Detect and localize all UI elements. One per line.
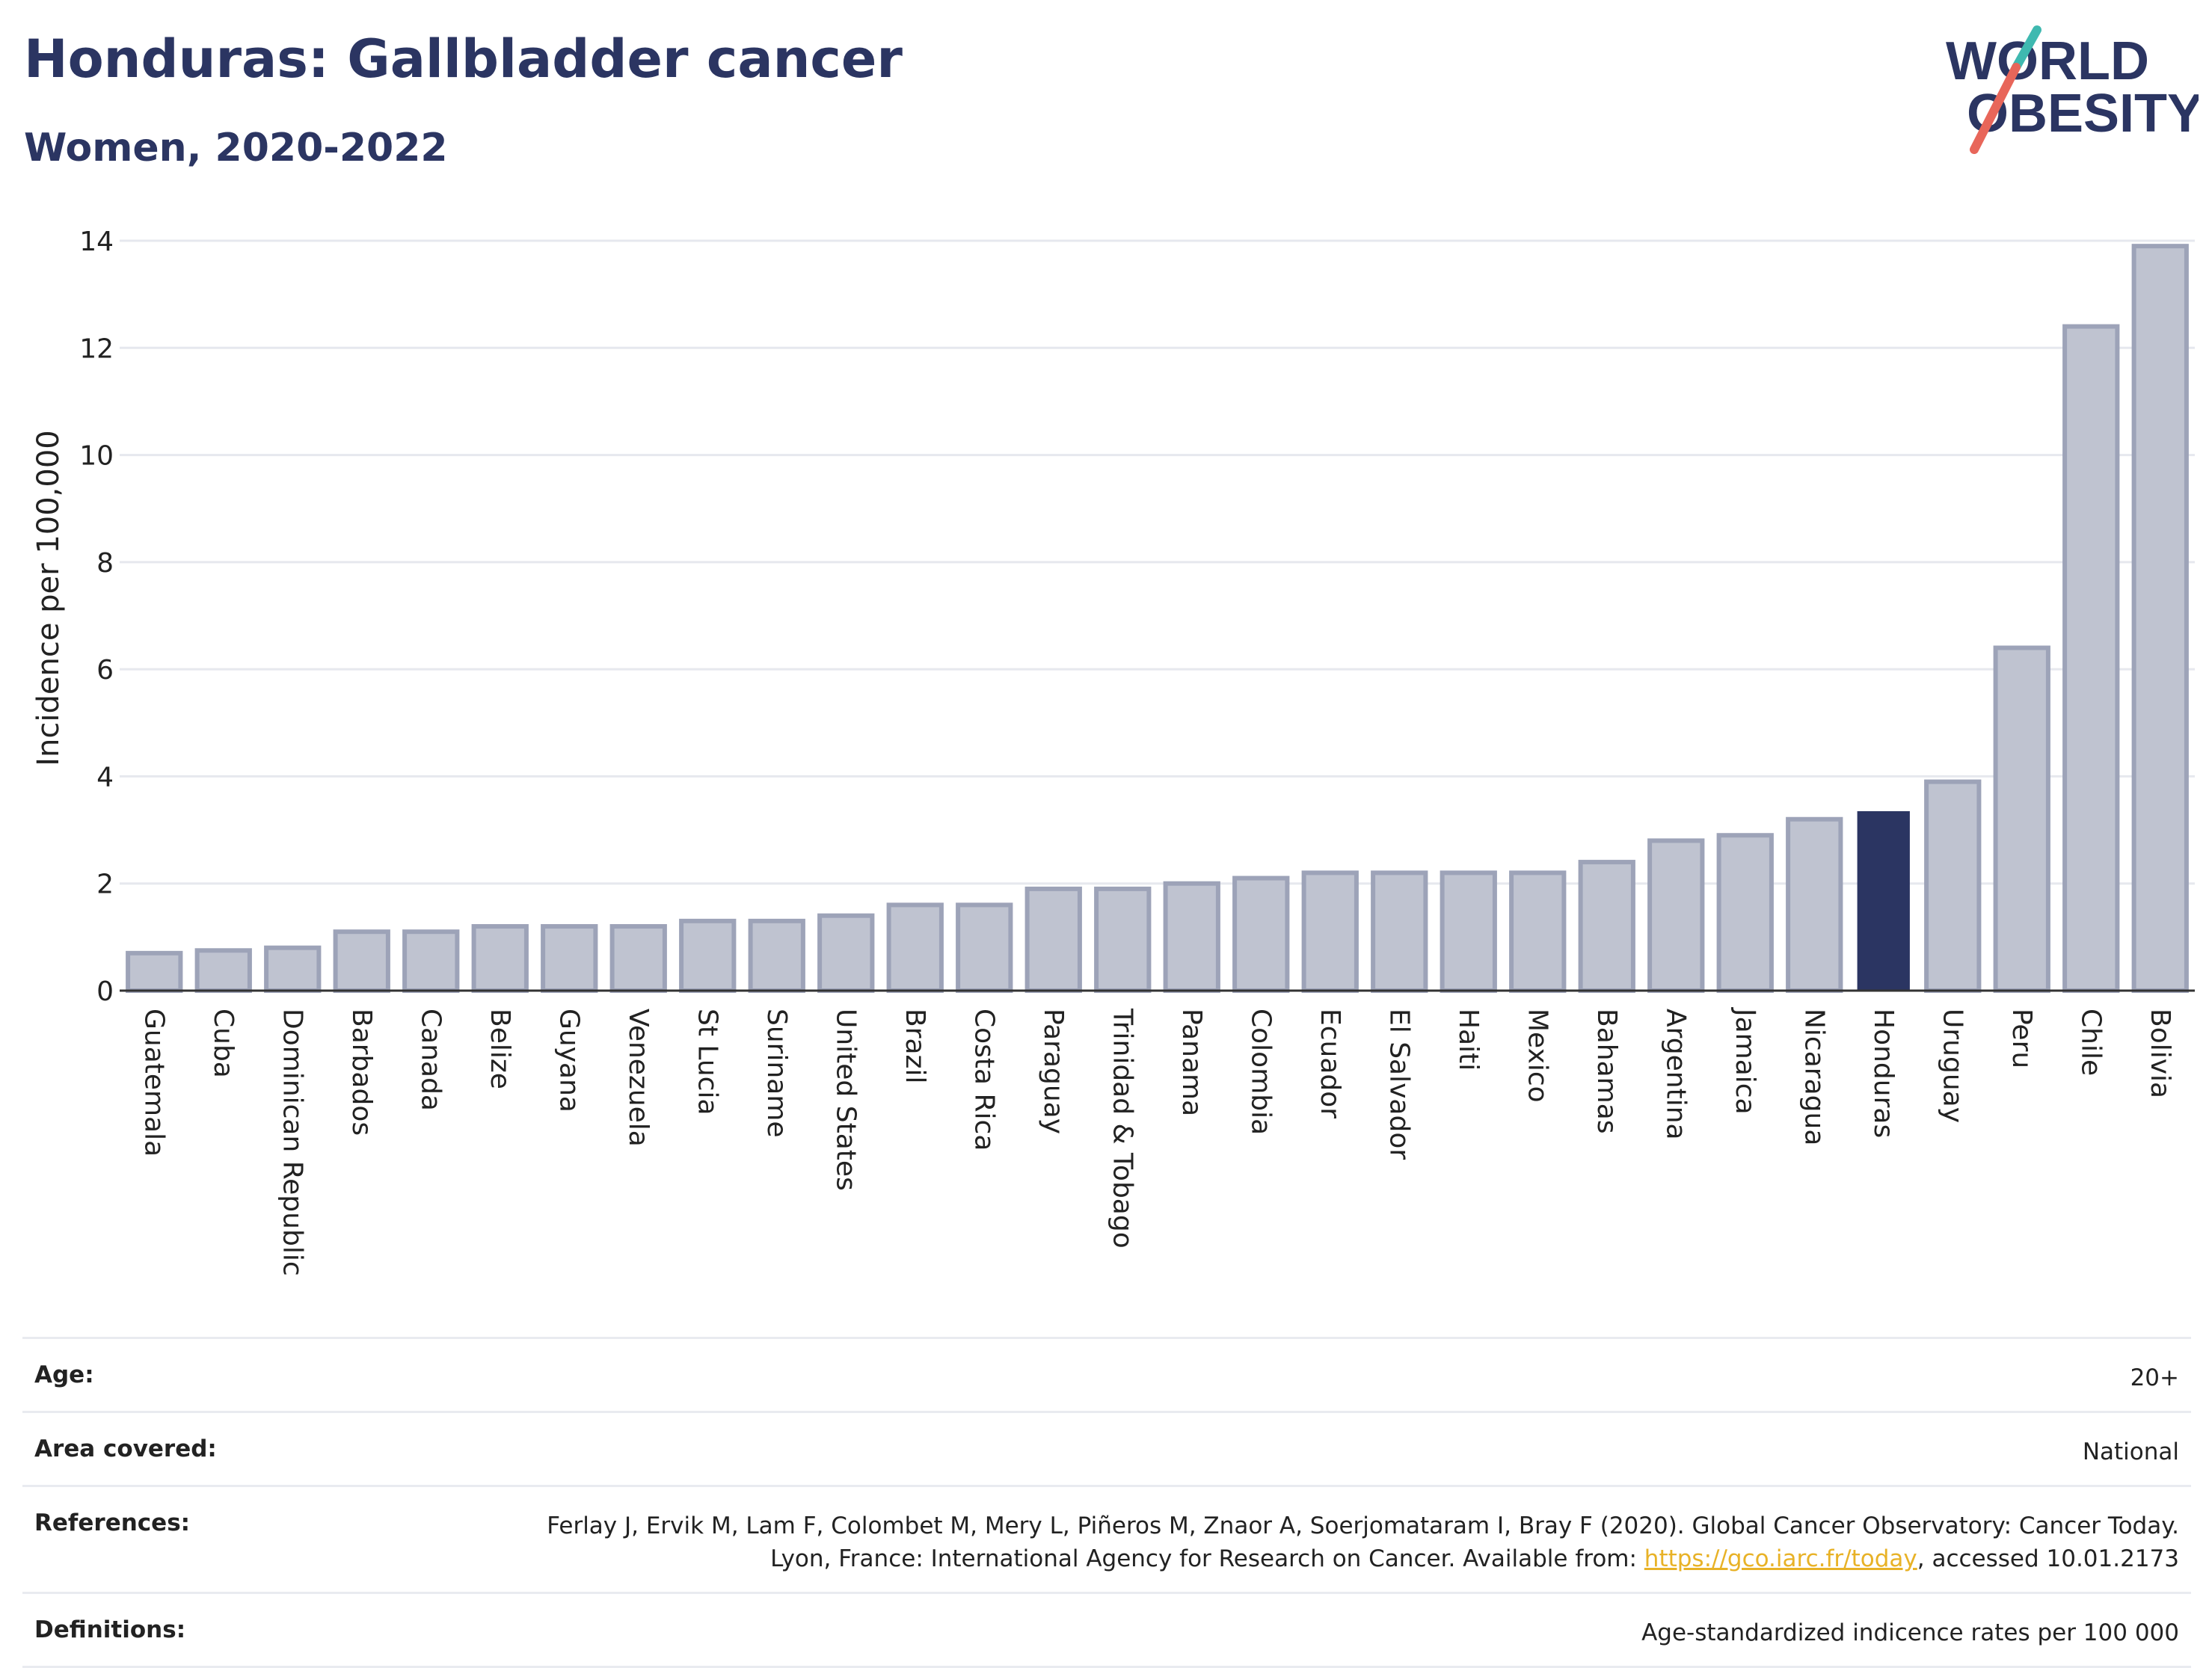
- bar-chart: 0 2 4 6 8 10 12 14 Guatemala Cuba Dominican Repub…: [31, 227, 2195, 1276]
- y-tick-label: 0: [96, 976, 114, 1007]
- y-tick-label: 12: [79, 333, 114, 364]
- x-tick-label: Jamaica: [1730, 1007, 1760, 1115]
- x-tick-label: Brazil: [900, 1009, 930, 1083]
- age-label: Age:: [34, 1361, 94, 1388]
- x-tick-label: St Lucia: [692, 1009, 722, 1115]
- y-axis-title: Incidence per 100,000: [31, 430, 66, 766]
- x-tick-label: Haiti: [1453, 1009, 1484, 1071]
- x-tick-label: Cuba: [208, 1009, 239, 1078]
- page-title: Honduras: Gallbladder cancer: [24, 28, 903, 90]
- info-row-definitions: Definitions: Age-standardized indicence …: [22, 1592, 2191, 1668]
- bar-guatemala: [126, 950, 183, 993]
- x-tick-label: Nicaragua: [1798, 1009, 1829, 1145]
- page-subtitle: Women, 2020-2022: [24, 126, 448, 170]
- bar-haiti: [1440, 870, 1497, 994]
- grid-lines: [120, 239, 2195, 885]
- world-obesity-logo: WORLD OBESITY: [1946, 25, 2199, 154]
- bar-colombia: [1232, 875, 1290, 994]
- bar-trinidad-tobago: [1094, 886, 1152, 993]
- x-tick-label: Paraguay: [1038, 1009, 1069, 1134]
- y-tick-label: 4: [96, 762, 114, 793]
- x-tick-label: Guatemala: [138, 1009, 169, 1157]
- references-accessed: , accessed 10.01.2173: [1917, 1545, 2179, 1572]
- info-row-age: Age: 20+: [22, 1337, 2191, 1411]
- bars: [126, 244, 2189, 994]
- y-tick-label: 14: [79, 227, 114, 257]
- references-link[interactable]: https://gco.iarc.fr/today: [1644, 1545, 1917, 1572]
- x-axis-ticks: Guatemala Cuba Dominican Republic Barbados C…: [138, 1007, 2175, 1276]
- x-tick-label: United States: [830, 1009, 861, 1191]
- bar-belize: [471, 924, 529, 993]
- age-value: 20+: [2130, 1364, 2179, 1391]
- x-tick-label: Trinidad & Tobago: [1107, 1008, 1137, 1249]
- y-tick-label: 6: [96, 655, 114, 686]
- logo-slash-teal: [2012, 25, 2042, 72]
- y-tick-label: 8: [96, 548, 114, 579]
- definitions-value: Age-standardized indicence rates per 100…: [1641, 1619, 2179, 1646]
- bar-cuba: [194, 948, 252, 993]
- area-value: National: [2082, 1438, 2179, 1465]
- bar-guyana: [541, 924, 598, 993]
- y-tick-label: 10: [79, 441, 114, 472]
- x-tick-label: Barbados: [346, 1009, 377, 1136]
- x-tick-label: Bahamas: [1591, 1009, 1622, 1134]
- bar-bahamas: [1578, 860, 1635, 993]
- bar-uruguay: [1924, 779, 1982, 994]
- area-label: Area covered:: [34, 1435, 217, 1462]
- x-tick-label: Dominican Republic: [277, 1009, 307, 1276]
- info-table: Age: 20+ Area covered: National Referenc…: [22, 1337, 2191, 1668]
- logo-slash-red: [1970, 63, 2021, 154]
- bar-brazil: [886, 902, 944, 994]
- bar-panama: [1163, 881, 1220, 993]
- references-text: Ferlay J, Ervik M, Lam F, Colombet M, Me…: [547, 1512, 2179, 1572]
- info-row-references: References: Ferlay J, Ervik M, Lam F, Co…: [22, 1485, 2191, 1592]
- bar-venezuela: [609, 924, 667, 993]
- x-tick-label: Honduras: [1868, 1009, 1899, 1138]
- x-tick-label: Costa Rica: [968, 1009, 999, 1151]
- x-tick-label: Suriname: [761, 1009, 792, 1138]
- x-tick-label: Venezuela: [623, 1009, 654, 1147]
- x-tick-label: Ecuador: [1315, 1009, 1345, 1118]
- bar-el-salvador: [1371, 870, 1428, 994]
- bar-costa-rica: [956, 902, 1013, 994]
- x-tick-label: Belize: [485, 1009, 515, 1089]
- x-tick-label: Uruguay: [1937, 1009, 1967, 1123]
- x-tick-label: Canada: [415, 1009, 446, 1111]
- definitions-label: Definitions:: [34, 1616, 186, 1643]
- bar-chile: [2062, 324, 2120, 993]
- references-value: Ferlay J, Ervik M, Lam F, Colombet M, Me…: [534, 1509, 2179, 1575]
- y-tick-label: 2: [96, 870, 114, 900]
- bar-nicaragua: [1786, 816, 1843, 993]
- x-tick-label: Colombia: [1245, 1009, 1276, 1135]
- logo-line-1: WORLD: [1946, 31, 2149, 91]
- bar-argentina: [1647, 838, 1705, 994]
- bar-jamaica: [1716, 833, 1774, 993]
- references-label: References:: [34, 1509, 191, 1536]
- x-tick-label: Panama: [1176, 1009, 1207, 1116]
- bar-bolivia: [2131, 244, 2189, 993]
- y-axis-ticks: 0 2 4 6 8 10 12 14: [79, 227, 114, 1007]
- x-tick-label: Mexico: [1522, 1009, 1552, 1103]
- x-tick-label: Chile: [2075, 1009, 2106, 1076]
- bar-paraguay: [1024, 886, 1082, 993]
- bar-honduras: [1857, 810, 1910, 991]
- x-tick-label: Bolivia: [2145, 1009, 2175, 1098]
- x-tick-label: Argentina: [1660, 1009, 1691, 1140]
- bar-st-lucia: [679, 918, 737, 993]
- bar-peru: [1993, 645, 2050, 993]
- bar-united-states: [817, 913, 875, 993]
- x-tick-label: Guyana: [553, 1009, 584, 1112]
- bar-ecuador: [1301, 870, 1359, 994]
- bar-mexico: [1509, 870, 1567, 994]
- x-tick-label: El Salvador: [1383, 1009, 1414, 1160]
- bar-barbados: [333, 929, 390, 994]
- info-row-area: Area covered: National: [22, 1411, 2191, 1485]
- bar-suriname: [748, 918, 805, 993]
- bar-canada: [402, 929, 460, 994]
- bar-dominican-republic: [264, 945, 322, 993]
- x-tick-label: Peru: [2006, 1009, 2037, 1068]
